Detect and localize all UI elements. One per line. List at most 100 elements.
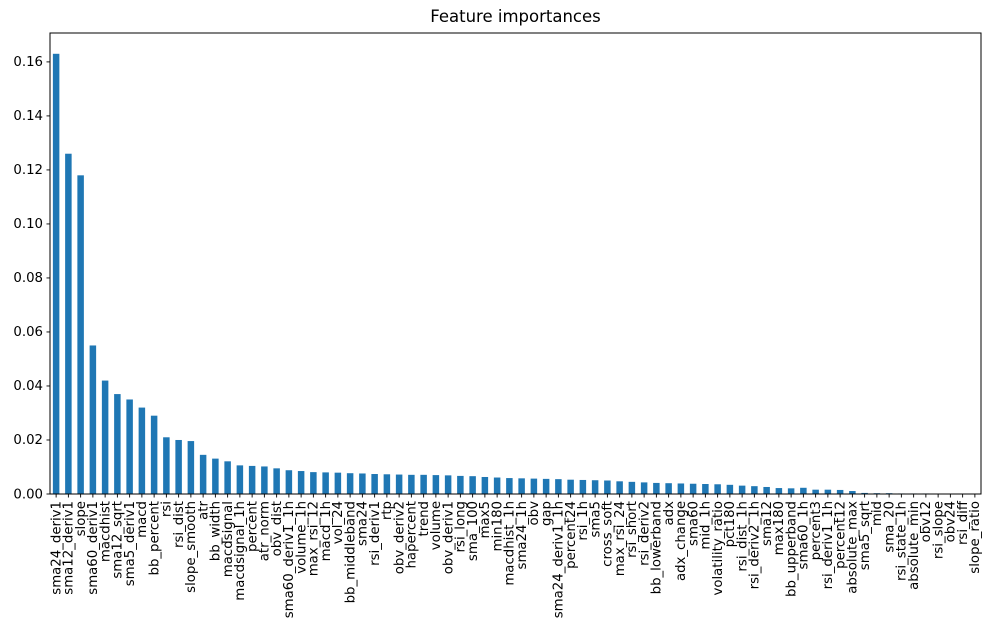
- plot-border: [49, 32, 982, 495]
- x-axis-tick-label: atr_norm: [258, 501, 273, 561]
- x-axis-tick-label: min180: [490, 501, 505, 551]
- y-axis-tick-label: 0.00: [13, 487, 43, 502]
- bar: [653, 482, 660, 494]
- x-axis-tick-label: mid: [870, 501, 885, 526]
- x-axis-tick-label: percent24: [564, 501, 579, 569]
- x-axis-tick-label: absolute_max: [846, 501, 861, 594]
- x-axis-tick-label: rsi_deriv2_1h: [748, 501, 763, 589]
- bar: [150, 415, 158, 494]
- bar: [726, 484, 734, 494]
- bar: [787, 488, 795, 494]
- x-axis-tick-label: max_rsi_12: [307, 501, 322, 576]
- bar: [677, 483, 685, 494]
- bar: [236, 465, 244, 494]
- bar: [457, 475, 464, 494]
- bar: [530, 478, 538, 494]
- bar: [310, 472, 317, 494]
- x-axis-tick-label: sma_20: [882, 501, 897, 553]
- y-axis-tick-label: 0.14: [13, 109, 43, 124]
- bar: [126, 399, 133, 494]
- x-axis-tick-label: rsi_deriv1_1h: [821, 501, 836, 589]
- x-axis-tick-label: slope_smooth: [184, 501, 199, 593]
- x-axis-tick-label: mid_1h: [699, 501, 714, 550]
- bar: [248, 465, 256, 494]
- bar: [322, 472, 329, 494]
- x-axis-tick-label: pct180: [723, 501, 738, 547]
- x-axis-tick-label: rsi_short: [625, 501, 640, 558]
- x-axis-tick-label: obv12: [919, 501, 934, 542]
- bar: [101, 380, 109, 494]
- bar: [395, 474, 403, 494]
- bar: [628, 481, 636, 494]
- bar: [604, 480, 611, 494]
- bar: [775, 488, 783, 494]
- bar: [346, 473, 354, 494]
- x-axis-tick-label: percent12: [833, 501, 848, 569]
- y-axis-tick-label: 0.10: [13, 217, 43, 232]
- x-axis-tick-label: bb_upperband: [784, 501, 799, 597]
- x-axis-tick-label: rsi_state_1h: [895, 501, 910, 581]
- x-axis-tick-label: absolute_min: [907, 501, 922, 590]
- x-axis-tick-label: rsi_slope: [931, 501, 946, 559]
- bars-group: [52, 53, 979, 495]
- bar: [371, 474, 378, 494]
- bar: [591, 480, 599, 494]
- bar: [224, 461, 231, 494]
- x-axis-tick-label: sma60_1h: [797, 501, 812, 569]
- bar: [861, 492, 868, 494]
- x-axis-tick-label: max180: [772, 501, 787, 555]
- x-axis-tick-label: rsi: [160, 501, 175, 517]
- x-axis-tick-label: percent3: [809, 501, 824, 560]
- x-axis-tick-label: adx_change: [674, 501, 689, 581]
- x-axis-tick-label: obv_deriv2: [392, 501, 407, 574]
- x-axis-tick-label: sma24_1h: [515, 501, 530, 569]
- bar: [751, 486, 758, 494]
- x-axis-tick-label: sma60_deriv1_1h: [282, 501, 297, 618]
- x-axis-tick-label: sma60: [686, 501, 701, 546]
- x-axis-tick-label: rsi_deriv2: [637, 501, 652, 566]
- x-axis-tick-label: macdsignal_1h: [233, 501, 248, 601]
- bar: [89, 345, 97, 494]
- x-axis-tick-label: sma24: [356, 501, 371, 546]
- x-axis-tick-label: volatility_ratio: [711, 501, 726, 596]
- y-axis-tick-label: 0.08: [13, 271, 43, 286]
- bar: [542, 478, 550, 494]
- x-axis-tick-label: sma24_deriv1: [49, 501, 64, 595]
- bar: [640, 482, 648, 494]
- x-axis-tick-label: rsi_dist_1h: [735, 501, 750, 572]
- bar: [689, 483, 697, 494]
- x-axis-tick-label: obv: [527, 501, 542, 526]
- bar: [273, 468, 280, 494]
- x-axis-tick-label: bb_lowerband: [650, 501, 665, 594]
- bar: [506, 478, 513, 494]
- bar: [334, 472, 342, 494]
- bar: [812, 489, 819, 494]
- x-axis-tick-label: sma5_sqrt: [858, 501, 873, 570]
- x-axis-tick-label: macdhist: [98, 501, 113, 562]
- bar: [383, 474, 391, 494]
- bar: [408, 474, 415, 494]
- x-axis-tick-label: rsi_long: [454, 501, 469, 552]
- x-axis-tick-label: bb_width: [209, 501, 224, 561]
- bar: [138, 407, 146, 494]
- bar: [567, 479, 574, 494]
- x-axis-tick-label: macdhist_1h: [503, 501, 518, 586]
- x-axis-tick-label: vol_24: [331, 501, 346, 544]
- x-axis-tick-label: sma12_sqrt: [111, 501, 126, 579]
- x-axis-tick-label: sma12: [760, 501, 775, 546]
- x-axis-tick-label: obv_dist: [270, 501, 285, 556]
- bar: [77, 175, 84, 494]
- x-axis-tick-label: atr: [196, 500, 211, 519]
- x-axis-tick-label: sma60_deriv1: [86, 501, 101, 595]
- x-axis-tick-label: cross_soft: [601, 501, 616, 567]
- bar: [297, 471, 305, 494]
- bar: [261, 466, 268, 494]
- y-axis-tick-label: 0.06: [13, 325, 43, 340]
- x-axis-tick-label: macd_1h: [319, 501, 334, 561]
- x-axis-tick-label: hapercent: [405, 501, 420, 569]
- bar: [114, 394, 121, 494]
- bar: [763, 486, 770, 494]
